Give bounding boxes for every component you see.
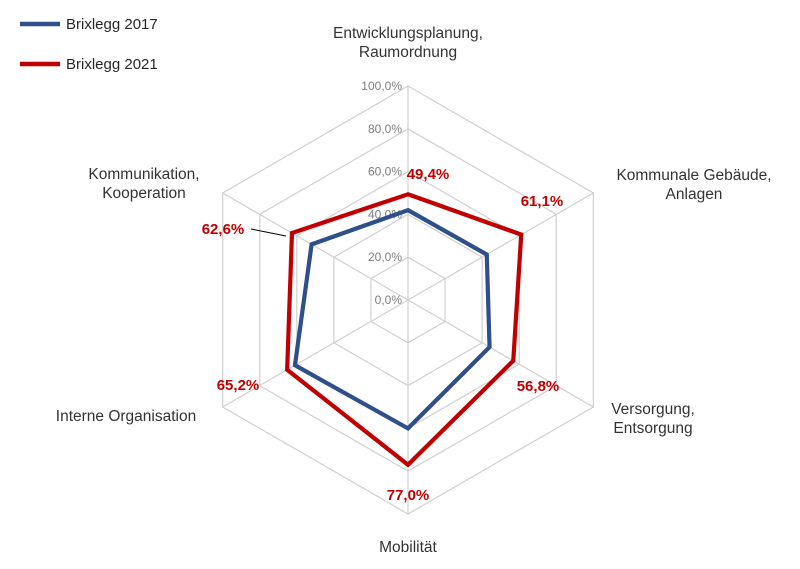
data-label-1-4: 65,2% — [217, 377, 260, 394]
series-line-0 — [292, 207, 492, 432]
category-label-line: Interne Organisation — [56, 408, 196, 425]
category-label-line: Anlagen — [666, 186, 723, 203]
data-label-1-2: 56,8% — [517, 378, 560, 395]
category-label-0: Entwicklungsplanung, Raumordnung — [333, 25, 483, 61]
category-label-line: Kommunale Gebäude, — [616, 167, 771, 184]
tick-label-3: 60,0% — [368, 165, 402, 179]
category-label-5: Kommunikation, Kooperation — [88, 166, 199, 202]
legend-label-1: Brixlegg 2021 — [66, 56, 158, 73]
category-label-1: Kommunale Gebäude, Anlagen — [616, 167, 771, 203]
axis-spoke-4 — [222, 299, 409, 408]
axis-spoke-2 — [407, 299, 594, 408]
category-label-3: Mobilität — [379, 539, 437, 556]
tick-label-1: 20,0% — [368, 250, 402, 264]
tick-label-4: 80,0% — [368, 122, 402, 136]
category-label-line: Entwicklungsplanung, — [333, 25, 483, 42]
tick-label-2: 40,0% — [368, 207, 402, 221]
axis-spoke-5 — [222, 192, 409, 301]
series-line-1 — [285, 192, 524, 468]
leader-line — [250, 228, 287, 237]
category-label-line: Kommunikation, — [88, 166, 199, 183]
data-label-1-5: 62,6% — [202, 221, 245, 238]
category-label-line: Kooperation — [102, 185, 186, 202]
category-label-4: Interne Organisation — [56, 408, 196, 425]
data-label-1-1: 61,1% — [521, 193, 564, 210]
tick-label-0: 0,0% — [375, 293, 403, 307]
category-label-line: Mobilität — [379, 539, 437, 556]
data-label-1-3: 77,0% — [387, 487, 430, 504]
category-label-line: Versorgung, — [611, 401, 695, 418]
category-label-line: Entsorgung — [613, 420, 692, 437]
data-label-1-0: 49,4% — [407, 166, 450, 183]
axis-spoke-1 — [407, 192, 594, 301]
legend-label-0: Brixlegg 2017 — [66, 16, 158, 33]
tick-label-5: 100,0% — [361, 79, 402, 93]
category-label-2: Versorgung, Entsorgung — [611, 401, 695, 437]
category-label-line: Raumordnung — [359, 44, 457, 61]
